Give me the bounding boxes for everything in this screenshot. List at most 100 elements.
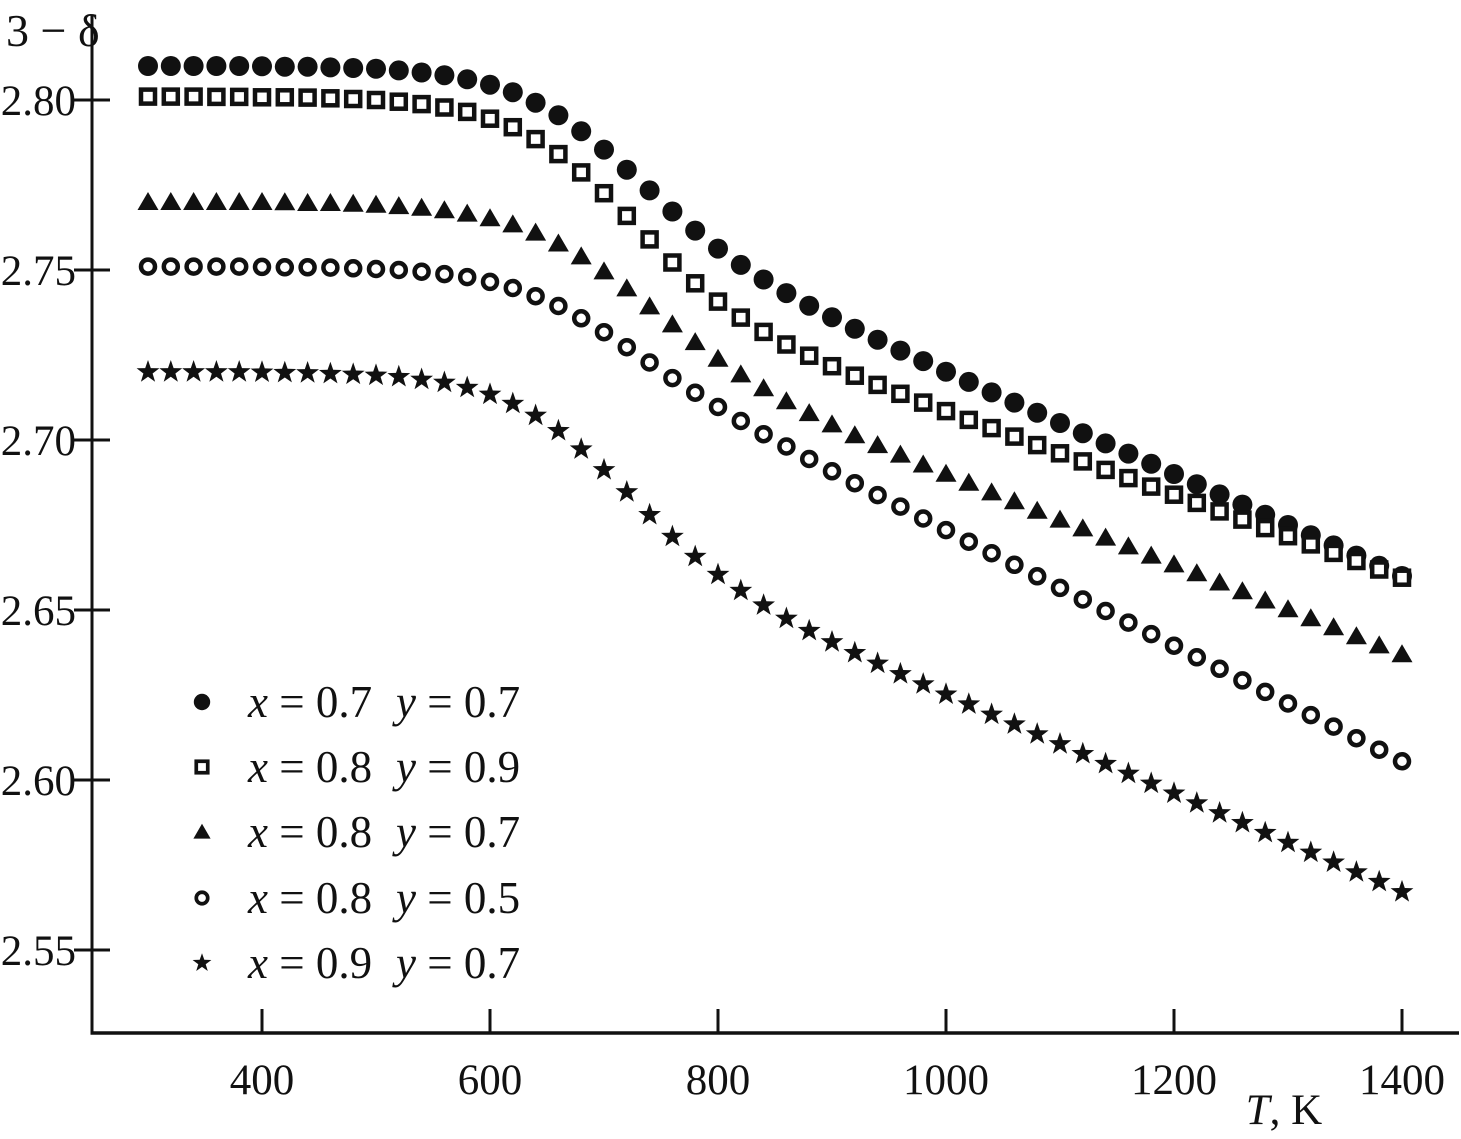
marker-filled-circle xyxy=(1095,433,1116,454)
marker-open-circle xyxy=(1096,601,1115,621)
marker-filled-star xyxy=(387,364,411,387)
marker-filled-circle xyxy=(799,295,820,316)
marker-open-square xyxy=(412,94,431,114)
marker-filled-star xyxy=(364,363,388,386)
marker-filled-circle xyxy=(229,56,250,76)
marker-open-square xyxy=(640,230,659,249)
marker-filled-triangle xyxy=(935,463,957,482)
marker-filled-triangle xyxy=(479,208,501,227)
marker-filled-triangle xyxy=(775,391,797,410)
marker-filled-triangle xyxy=(1072,518,1094,537)
marker-open-circle xyxy=(275,258,295,277)
marker-open-square xyxy=(1164,485,1184,504)
marker-filled-star xyxy=(296,361,319,383)
marker-filled-triangle xyxy=(1254,590,1276,609)
marker-filled-star xyxy=(1345,860,1368,882)
marker-filled-circle xyxy=(708,238,728,259)
marker-filled-triangle xyxy=(570,246,592,265)
legend: x = 0.7 y = 0.7 x = 0.8 y = 0.9 x = 0.8 y = 0… xyxy=(192,677,520,988)
marker-open-square xyxy=(982,418,1001,438)
marker-filled-circle xyxy=(457,69,478,90)
marker-open-circle xyxy=(366,259,386,279)
legend-label-y: y = 0.7 xyxy=(392,807,520,857)
marker-open-square xyxy=(663,253,682,272)
marker-open-circle xyxy=(1324,717,1343,736)
marker-open-circle xyxy=(777,437,796,456)
marker-filled-triangle xyxy=(1368,635,1390,654)
marker-open-circle xyxy=(913,509,933,528)
marker-open-circle xyxy=(457,267,477,287)
marker-open-square xyxy=(457,102,477,122)
marker-open-circle xyxy=(845,473,865,493)
y-tick-label: 2.55 xyxy=(1,928,76,975)
marker-filled-star xyxy=(319,361,342,384)
legend-label-x: x = 0.8 xyxy=(247,873,372,923)
marker-filled-star xyxy=(1117,761,1140,784)
marker-open-square xyxy=(754,322,773,342)
marker-open-square xyxy=(594,183,614,203)
marker-filled-circle xyxy=(252,56,272,77)
marker-filled-star xyxy=(1139,771,1163,794)
marker-filled-star xyxy=(433,370,456,393)
legend-label-y: y = 0.7 xyxy=(392,938,520,988)
marker-filled-triangle xyxy=(547,233,569,252)
marker-filled-star xyxy=(455,375,479,398)
marker-filled-triangle xyxy=(274,192,296,211)
marker-open-square xyxy=(1005,427,1024,446)
marker-filled-star xyxy=(1367,869,1391,892)
marker-filled-star xyxy=(1094,751,1117,774)
marker-filled-star xyxy=(341,362,365,385)
marker-open-circle xyxy=(1255,682,1275,702)
marker-filled-star xyxy=(957,692,981,714)
marker-filled-circle xyxy=(616,159,637,180)
marker-open-square xyxy=(1096,460,1115,480)
marker-open-circle xyxy=(936,520,956,540)
marker-open-square xyxy=(366,90,386,110)
marker-filled-circle xyxy=(1004,392,1025,413)
marker-filled-circle xyxy=(936,361,956,382)
marker-filled-circle xyxy=(981,382,1002,403)
marker-open-square xyxy=(161,87,181,106)
x-axis-title: T, K xyxy=(1246,1087,1322,1134)
marker-filled-circle xyxy=(411,62,432,83)
marker-filled-triangle xyxy=(844,425,866,444)
marker-filled-star xyxy=(1162,781,1186,803)
marker-filled-triangle xyxy=(525,222,547,241)
marker-filled-star xyxy=(250,360,274,382)
legend-filled-star-icon xyxy=(192,953,212,971)
marker-open-circle xyxy=(138,257,158,276)
marker-filled-circle xyxy=(890,340,911,361)
marker-filled-star xyxy=(1231,810,1254,833)
marker-open-square xyxy=(207,87,226,107)
marker-filled-star xyxy=(1322,850,1345,872)
marker-filled-triangle xyxy=(411,197,433,216)
marker-open-circle xyxy=(868,485,887,505)
marker-filled-circle xyxy=(639,180,660,201)
marker-open-circle xyxy=(754,424,773,444)
marker-filled-circle xyxy=(1050,413,1070,433)
marker-open-circle xyxy=(685,383,705,402)
marker-open-square xyxy=(708,292,728,311)
marker-filled-star xyxy=(592,457,616,480)
marker-filled-circle xyxy=(343,58,364,78)
series-filled-star xyxy=(136,360,1414,902)
marker-filled-circle xyxy=(525,92,546,113)
marker-filled-triangle xyxy=(228,192,250,210)
marker-filled-triangle xyxy=(183,192,205,210)
series-open-square xyxy=(138,87,1412,587)
marker-open-square xyxy=(503,117,523,137)
marker-open-circle xyxy=(503,278,523,298)
marker-open-circle xyxy=(1347,728,1366,748)
marker-filled-star xyxy=(797,618,821,641)
marker-open-circle xyxy=(1005,555,1024,575)
marker-open-square xyxy=(1073,452,1093,471)
marker-filled-circle xyxy=(685,220,706,241)
marker-filled-star xyxy=(706,562,730,585)
legend-open-square-icon xyxy=(194,759,210,775)
marker-open-square xyxy=(229,87,249,107)
legend-open-circle-icon xyxy=(194,890,210,906)
marker-filled-circle xyxy=(730,254,751,275)
marker-filled-triangle xyxy=(1049,509,1071,528)
marker-open-square xyxy=(1255,518,1275,538)
y-tick-label: 2.70 xyxy=(1,418,76,465)
